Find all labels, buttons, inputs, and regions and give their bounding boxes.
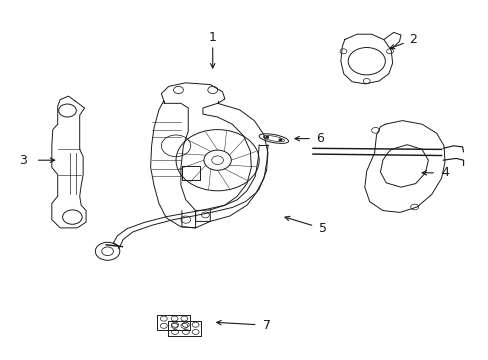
Bar <box>157 315 190 330</box>
Text: 2: 2 <box>408 33 416 46</box>
Text: 5: 5 <box>318 222 326 235</box>
Text: 3: 3 <box>20 154 27 167</box>
Text: 1: 1 <box>208 31 216 44</box>
Text: 7: 7 <box>262 319 270 332</box>
Text: 4: 4 <box>440 166 448 179</box>
Circle shape <box>264 136 268 139</box>
Text: 6: 6 <box>316 132 324 145</box>
Circle shape <box>278 139 282 141</box>
Bar <box>168 321 201 336</box>
